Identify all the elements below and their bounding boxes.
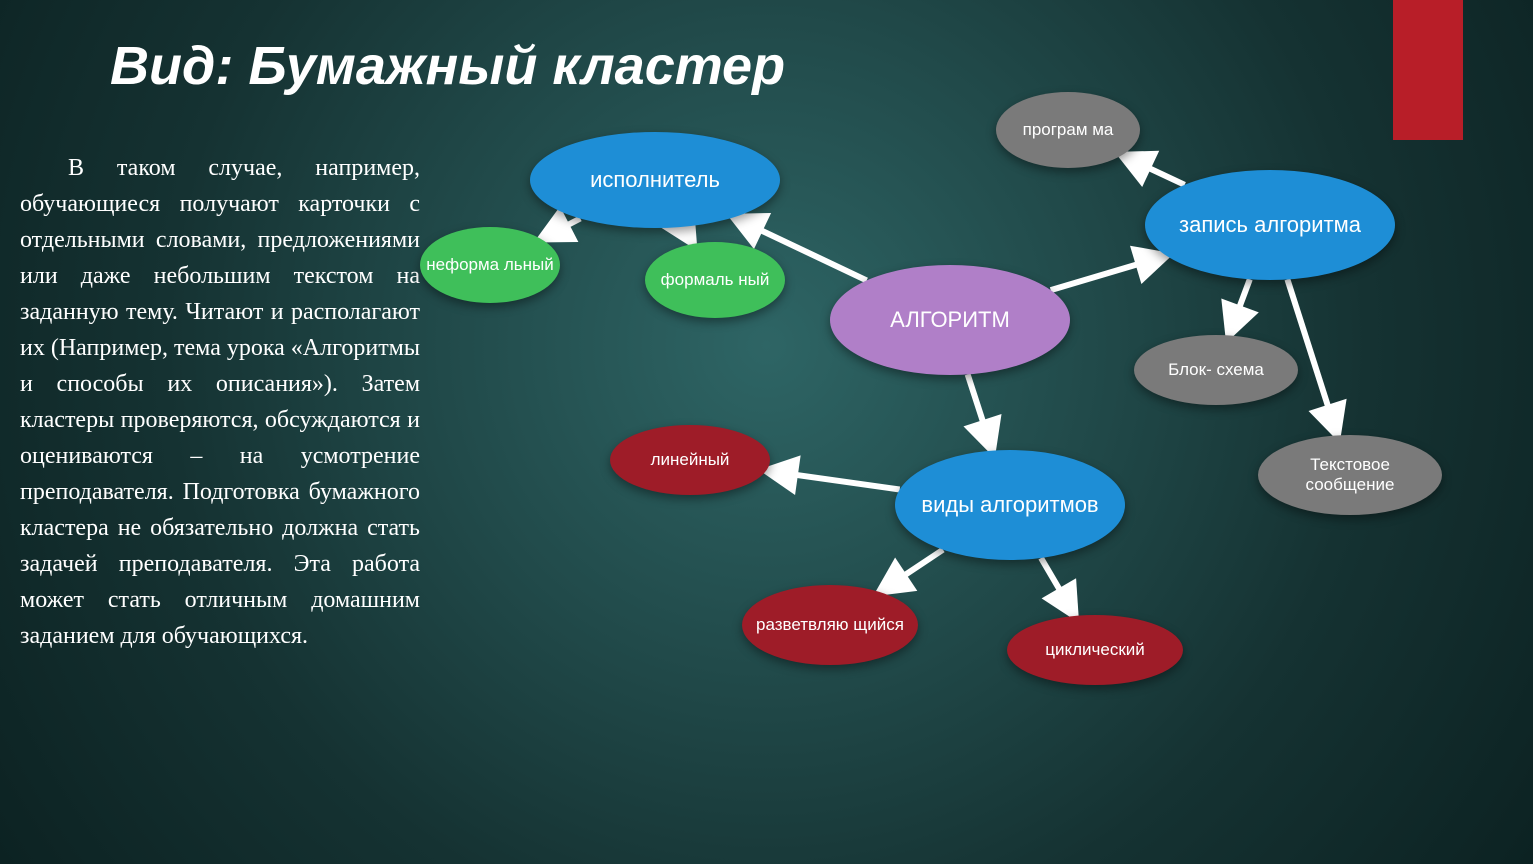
edge-kinds-linear: [766, 471, 900, 490]
edge-kinds-cyclic: [1041, 558, 1075, 616]
node-executor: исполнитель: [530, 132, 780, 228]
node-text_msg: Текстовое сообщение: [1258, 435, 1442, 515]
edge-algorithm-record: [1051, 256, 1167, 290]
edge-executor-formal: [683, 227, 693, 244]
edge-kinds-branching: [880, 550, 943, 592]
node-branching: разветвляю щийся: [742, 585, 918, 665]
node-algorithm: АЛГОРИТМ: [830, 265, 1070, 375]
node-linear: линейный: [610, 425, 770, 495]
edge-record-block: [1229, 279, 1250, 335]
node-informal: неформа льный: [420, 227, 560, 303]
edge-record-text_msg: [1287, 279, 1337, 435]
slide: Вид: Бумажный кластер В таком случае, на…: [0, 0, 1533, 864]
node-kinds: виды алгоритмов: [895, 450, 1125, 560]
slide-body-paragraph: В таком случае, например, обучающиеся по…: [20, 150, 420, 654]
edge-algorithm-kinds: [968, 374, 993, 450]
slide-body: В таком случае, например, обучающиеся по…: [20, 150, 420, 654]
cluster-diagram: АЛГОРИТМисполнительнеформа льныйформаль …: [430, 90, 1510, 790]
node-cyclic: циклический: [1007, 615, 1183, 685]
edge-record-program: [1122, 155, 1185, 185]
edge-executor-informal: [541, 218, 581, 238]
node-formal: формаль ный: [645, 242, 785, 318]
node-block: Блок- схема: [1134, 335, 1298, 405]
node-record: запись алгоритма: [1145, 170, 1395, 280]
slide-title: Вид: Бумажный кластер: [110, 35, 785, 97]
node-program: програм ма: [996, 92, 1140, 168]
